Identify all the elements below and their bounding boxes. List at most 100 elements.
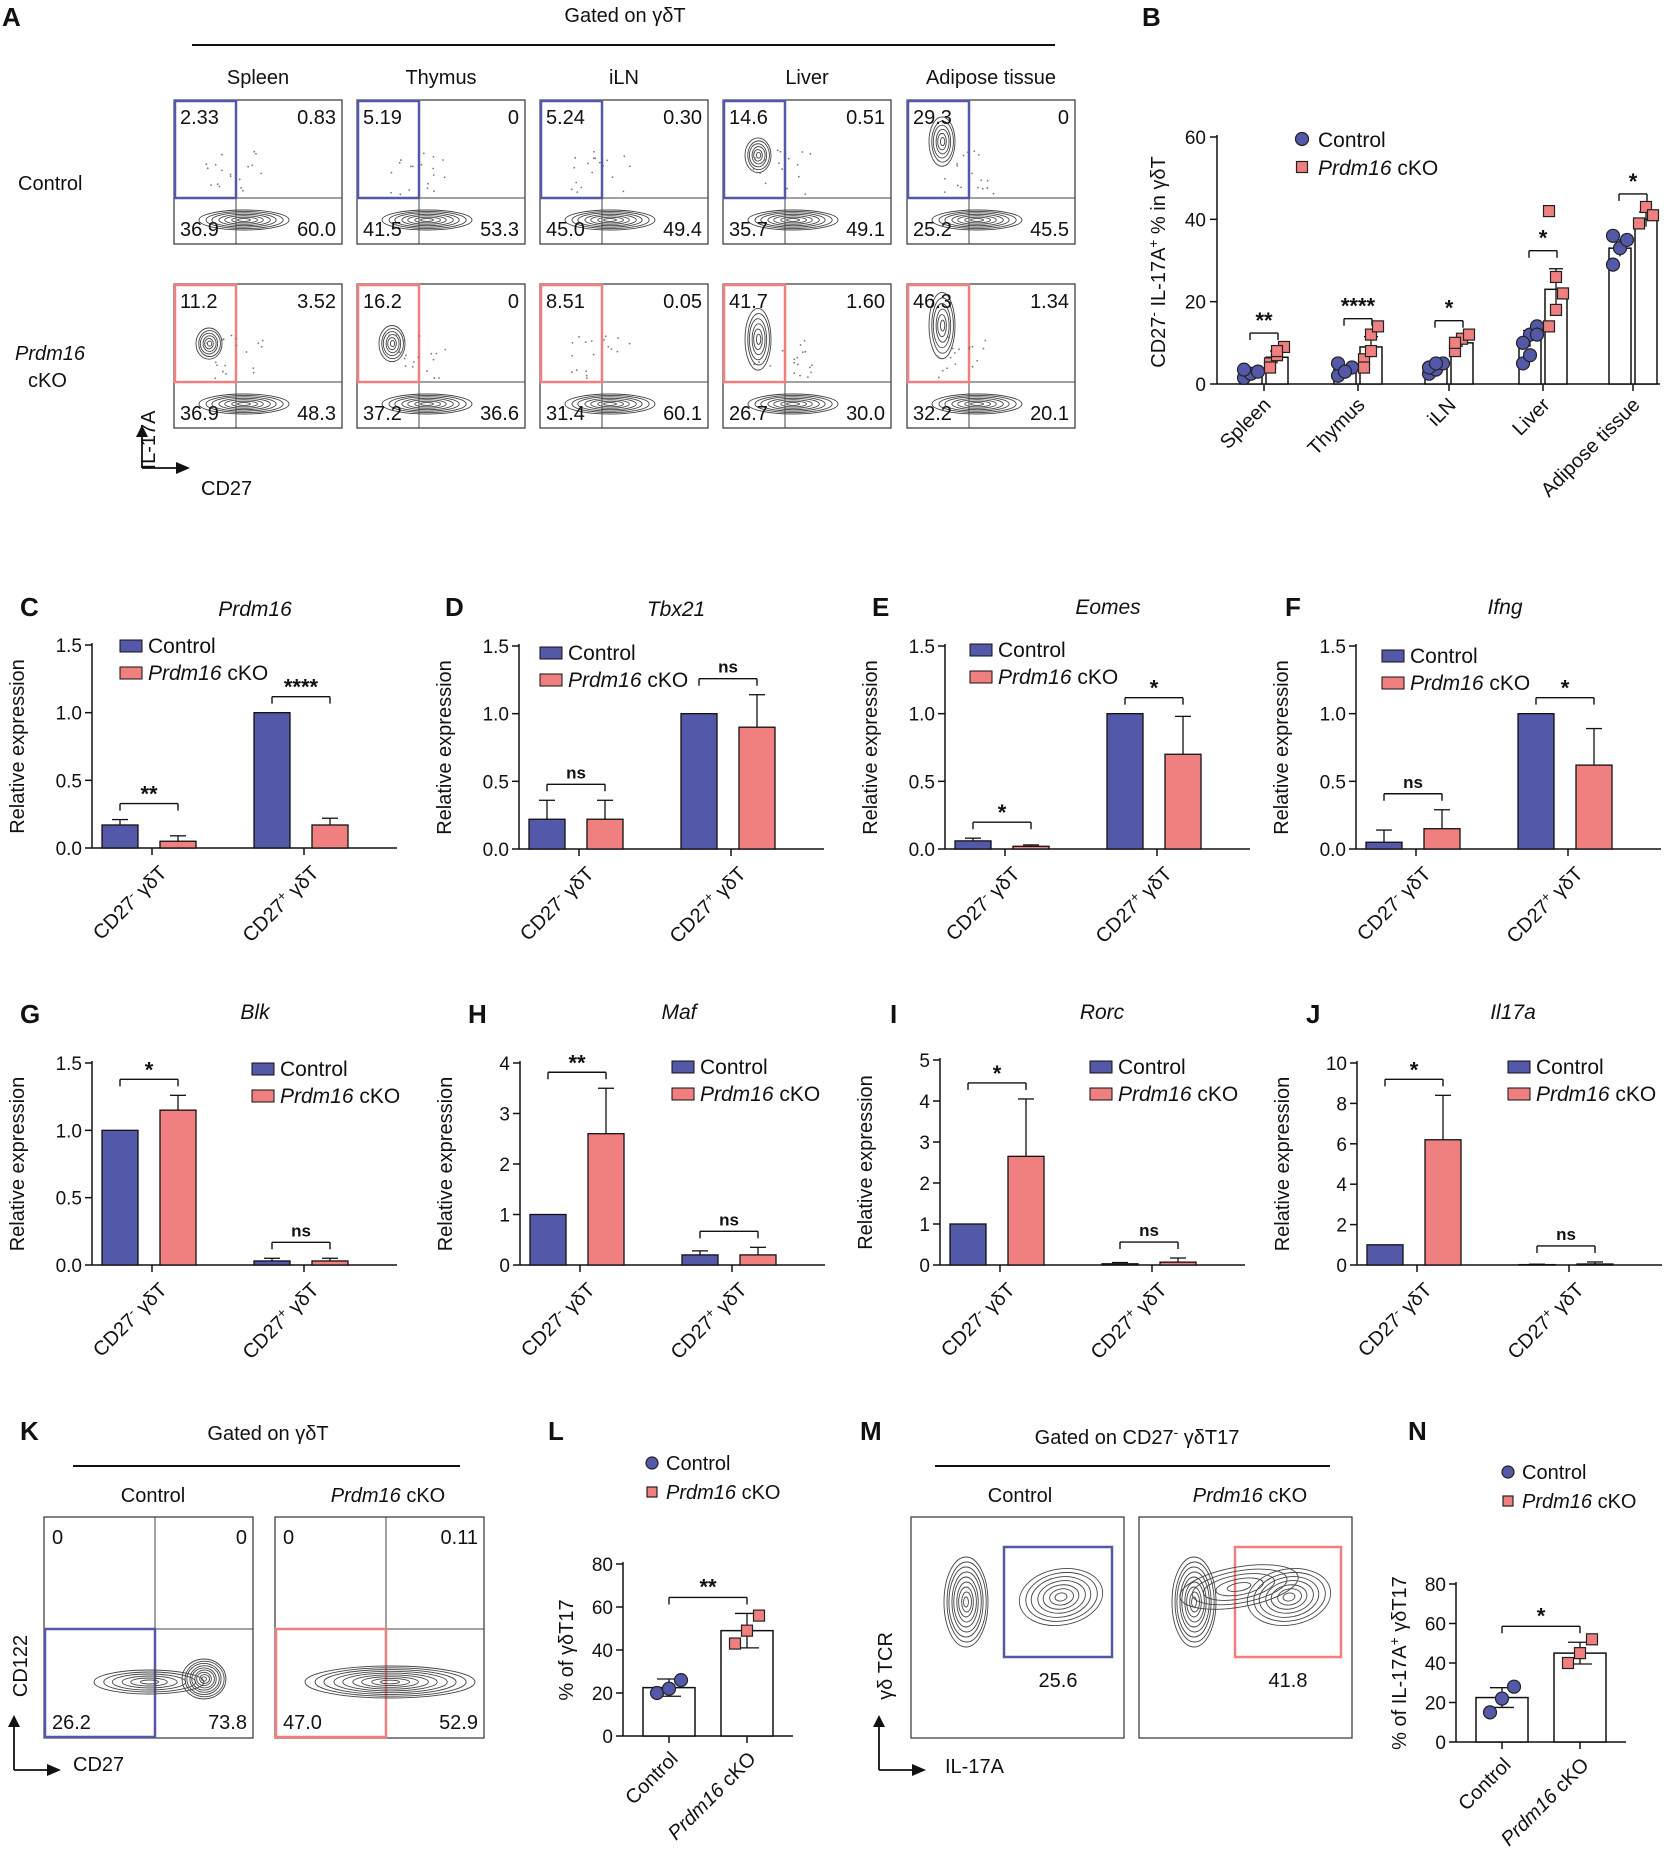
contour-line <box>1203 1573 1275 1601</box>
contour-line <box>590 215 630 225</box>
contour-line <box>218 397 271 411</box>
quadrant-value-ur: 0.11 <box>441 1527 478 1549</box>
quadrant-value-ll: 45.0 <box>546 219 585 241</box>
data-point <box>1448 336 1462 349</box>
legend-label: Prdm16 cKO <box>998 666 1118 689</box>
y-tick-label: 2 <box>919 1174 930 1195</box>
event-dot <box>591 171 594 174</box>
panel-letter: H <box>468 999 487 1029</box>
panel-letter: G <box>20 999 40 1029</box>
x-axis-label: IL-17A <box>945 1756 1005 1778</box>
bar <box>1365 841 1403 850</box>
event-dot <box>971 345 974 348</box>
event-dot <box>574 156 577 159</box>
x-axis-label: CD27 <box>73 1754 124 1776</box>
contour-line <box>361 1676 419 1688</box>
tissue-label: iLN <box>609 67 639 89</box>
panel-l: L 0 20 40 60 80 % of γδT17 Control Prdm16 cKO ** C… <box>548 1416 793 1844</box>
legend-marker <box>1502 1495 1514 1507</box>
event-dot <box>238 178 241 181</box>
event-dot <box>573 166 576 169</box>
contour-population <box>564 393 656 415</box>
event-dot <box>255 152 257 155</box>
gene-title: Maf <box>661 1001 698 1024</box>
event-dot <box>598 161 601 164</box>
event-dot <box>793 358 796 361</box>
contour-line <box>938 210 1017 230</box>
flow-plot-frame <box>43 1516 254 1739</box>
event-dot <box>584 341 587 344</box>
event-dot <box>986 179 989 182</box>
y-tick-label: 40 <box>1185 210 1206 231</box>
event-dot <box>417 356 420 359</box>
event-dot <box>810 364 813 367</box>
gate-box <box>722 99 787 200</box>
panel-letter: L <box>548 1416 564 1446</box>
panel-letter: M <box>860 1416 882 1446</box>
quadrant-value-ul: 0 <box>52 1527 63 1549</box>
contour-line <box>970 402 984 406</box>
data-point <box>1494 1691 1510 1706</box>
y-tick-label: 0.5 <box>483 772 509 793</box>
bar <box>253 712 291 849</box>
y-axis-label: IL-17A <box>138 410 160 470</box>
data-point <box>1573 1647 1587 1660</box>
tissue-label: Spleen <box>227 67 289 89</box>
y-tick-label: 20 <box>592 1684 613 1705</box>
y-tick-label: 0.0 <box>1320 840 1346 861</box>
event-dot <box>578 335 580 338</box>
flow-plot-frame <box>1138 1516 1353 1739</box>
quadrant-value-lr: 30.0 <box>846 403 885 425</box>
contour-line <box>753 328 763 351</box>
event-dot <box>592 353 595 356</box>
data-point <box>1515 335 1531 350</box>
significance-label: * <box>1150 676 1159 701</box>
panel-n: N 0 20 40 60 80 % of IL-17A+ γδT17 Control Prdm1… <box>1387 1416 1637 1850</box>
event-dot <box>977 153 980 156</box>
data-point <box>1270 344 1284 358</box>
contour-line <box>564 393 656 415</box>
contour-line <box>751 146 766 165</box>
event-dot <box>799 374 801 377</box>
legend-label: Prdm16 cKO <box>1118 1083 1238 1106</box>
contour-line <box>964 216 991 224</box>
y-axis-label: γδ TCR <box>875 1632 897 1700</box>
contour-population <box>1018 1568 1104 1626</box>
quadrant-value-ur: 0.05 <box>663 291 702 313</box>
contour-population <box>744 137 772 174</box>
y-tick-label: 60 <box>592 1598 613 1619</box>
contour-line <box>184 1660 225 1698</box>
contour-line <box>414 216 441 224</box>
gene-title: Rorc <box>1080 1001 1125 1024</box>
y-tick-label: 0.0 <box>56 839 82 860</box>
contour-line <box>571 394 650 414</box>
y-tick-label: 0.0 <box>909 840 935 861</box>
bar <box>1012 845 1050 850</box>
quadrant-value-ul: 0 <box>283 1527 294 1549</box>
contour-line <box>1025 1571 1098 1622</box>
data-point <box>661 1681 677 1696</box>
event-dot <box>799 344 802 346</box>
contour-line <box>928 292 956 360</box>
legend-swatch <box>671 1060 695 1074</box>
quadrant-value-ll: 41.5 <box>363 219 402 241</box>
event-dot <box>611 176 614 179</box>
legend-label: Control <box>666 1453 730 1475</box>
contour-population <box>378 325 406 363</box>
event-dot <box>607 345 610 348</box>
quadrant-value-ll: 35.7 <box>729 219 768 241</box>
event-dot <box>759 172 761 175</box>
quadrant-value-lr: 48.3 <box>297 403 336 425</box>
bar <box>1575 764 1613 850</box>
contour-line <box>378 325 406 363</box>
contour-line <box>314 1667 467 1697</box>
contour-line <box>747 393 839 415</box>
event-dot <box>954 363 957 366</box>
category-label: CD27- γδT <box>515 1277 599 1361</box>
y-axis-label: CD122 <box>10 1635 32 1697</box>
data-point <box>1646 209 1660 222</box>
y-tick-label: 0.5 <box>56 1189 82 1210</box>
quadrant-value-lr: 52.9 <box>439 1712 478 1734</box>
contour-line <box>1270 1584 1308 1610</box>
contour-line <box>590 399 630 409</box>
